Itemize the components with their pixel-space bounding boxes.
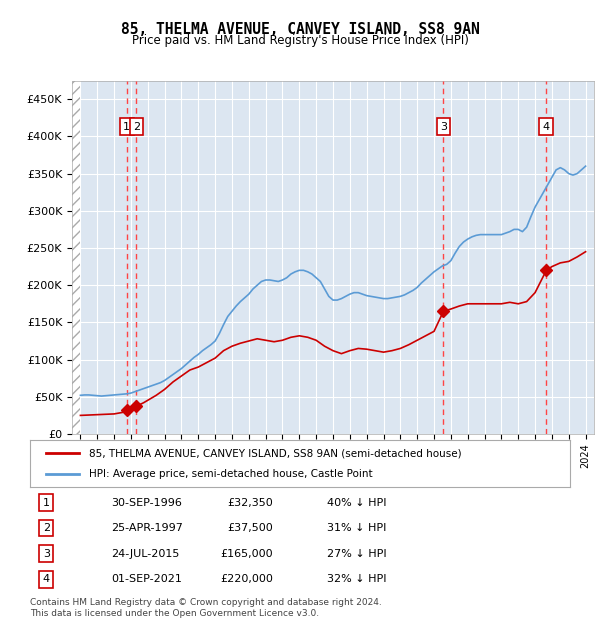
Bar <box>72 81 80 434</box>
Text: 31% ↓ HPI: 31% ↓ HPI <box>327 523 386 533</box>
Text: 27% ↓ HPI: 27% ↓ HPI <box>327 549 386 559</box>
Text: 85, THELMA AVENUE, CANVEY ISLAND, SS8 9AN (semi-detached house): 85, THELMA AVENUE, CANVEY ISLAND, SS8 9A… <box>89 448 462 458</box>
Text: 24-JUL-2015: 24-JUL-2015 <box>111 549 179 559</box>
Text: 4: 4 <box>543 122 550 131</box>
Text: 4: 4 <box>43 574 50 584</box>
Text: 25-APR-1997: 25-APR-1997 <box>111 523 183 533</box>
Text: £32,350: £32,350 <box>227 498 273 508</box>
Text: 3: 3 <box>440 122 447 131</box>
Text: £220,000: £220,000 <box>220 574 273 584</box>
Text: 30-SEP-1996: 30-SEP-1996 <box>111 498 182 508</box>
Text: 2: 2 <box>133 122 140 131</box>
Text: 1: 1 <box>43 498 50 508</box>
Text: £165,000: £165,000 <box>220 549 273 559</box>
Text: Price paid vs. HM Land Registry's House Price Index (HPI): Price paid vs. HM Land Registry's House … <box>131 34 469 47</box>
Text: 32% ↓ HPI: 32% ↓ HPI <box>327 574 386 584</box>
Text: 2: 2 <box>43 523 50 533</box>
Text: 3: 3 <box>43 549 50 559</box>
Text: 40% ↓ HPI: 40% ↓ HPI <box>327 498 386 508</box>
Text: £37,500: £37,500 <box>227 523 273 533</box>
Text: 85, THELMA AVENUE, CANVEY ISLAND, SS8 9AN: 85, THELMA AVENUE, CANVEY ISLAND, SS8 9A… <box>121 22 479 37</box>
Text: HPI: Average price, semi-detached house, Castle Point: HPI: Average price, semi-detached house,… <box>89 469 373 479</box>
Text: 1: 1 <box>123 122 130 131</box>
Text: 01-SEP-2021: 01-SEP-2021 <box>111 574 182 584</box>
Text: Contains HM Land Registry data © Crown copyright and database right 2024.
This d: Contains HM Land Registry data © Crown c… <box>30 598 382 618</box>
